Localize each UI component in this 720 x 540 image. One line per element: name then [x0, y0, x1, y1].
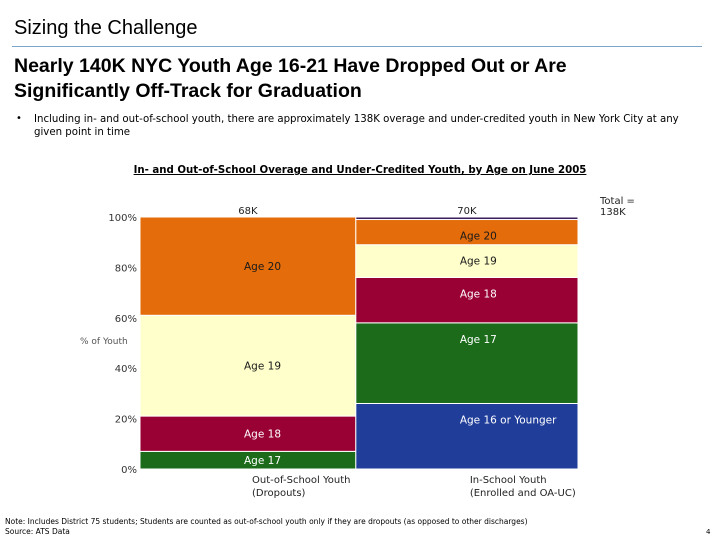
column-total-label: 70K: [457, 206, 477, 217]
grand-total-label: 138K: [600, 207, 626, 218]
bullet-text: Including in- and out-of-school youth, t…: [34, 114, 679, 138]
column-sub-label: (Enrolled and OA-UC): [470, 488, 576, 499]
segment-label: Age 16 or Younger: [460, 414, 557, 426]
chart-labels: 0% 20% 40% 60% 80% 100% % of Youth Age 17 Age 18…: [80, 196, 635, 499]
chart-bars: [139, 216, 579, 470]
bar-segment: [355, 402, 579, 470]
segment-label: Age 20: [244, 261, 281, 273]
bar-segment: [355, 322, 579, 404]
bullet-icon: •: [16, 113, 22, 124]
bar-segment: [355, 244, 579, 278]
bar-segment: [355, 276, 579, 324]
footnote-source: Source: ATS Data: [5, 527, 70, 536]
bar-segment: [355, 219, 579, 246]
title-divider: [12, 46, 702, 47]
y-tick-label: 100%: [108, 213, 137, 224]
column-name-label: In-School Youth: [470, 475, 547, 486]
y-tick-label: 60%: [115, 314, 137, 325]
y-tick-label: 40%: [115, 364, 137, 375]
segment-label: Age 20: [460, 231, 497, 243]
headline-line-2: Significantly Off-Track for Graduation: [14, 80, 362, 102]
footnote: Note: Includes District 75 students; Stu…: [5, 517, 528, 537]
bar-segment: [355, 216, 579, 221]
y-tick-label: 20%: [115, 415, 137, 426]
column-total-label: 68K: [238, 206, 258, 217]
segment-label: Age 18: [460, 288, 497, 300]
segment-label: Age 17: [244, 455, 281, 467]
headline: Nearly 140K NYC Youth Age 16-21 Have Dro…: [14, 54, 567, 104]
chart-title: In- and Out-of-School Overage and Under-…: [133, 165, 587, 176]
segment-label: Age 17: [460, 334, 497, 346]
y-axis-label: % of Youth: [80, 337, 128, 347]
footnote-note: Note: Includes District 75 students; Stu…: [5, 517, 528, 526]
segment-label: Age 19: [460, 256, 497, 268]
headline-line-1: Nearly 140K NYC Youth Age 16-21 Have Dro…: [14, 55, 567, 77]
segment-label: Age 19: [244, 361, 281, 373]
segment-label: Age 18: [244, 429, 281, 441]
page-number: 4: [706, 528, 711, 536]
grand-total-label: Total =: [599, 196, 635, 207]
slide-title: Sizing the Challenge: [14, 17, 198, 39]
y-tick-label: 80%: [115, 263, 137, 274]
column-sub-label: (Dropouts): [252, 488, 306, 499]
y-tick-label: 0%: [121, 465, 137, 476]
column-name-label: Out-of-School Youth: [252, 475, 351, 486]
